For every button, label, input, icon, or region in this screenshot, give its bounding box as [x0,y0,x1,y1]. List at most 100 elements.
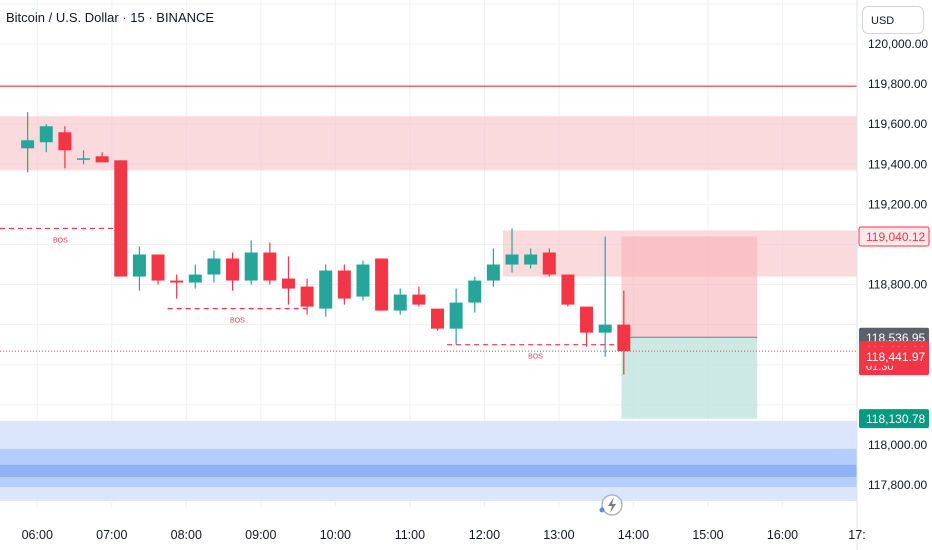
candle-body [244,252,258,281]
price-label-text: 118,130.78 [866,412,925,426]
candle[interactable] [598,236,612,357]
x-tick-label: 11:00 [395,528,425,542]
lightning-icon[interactable] [608,497,616,513]
y-tick-label: 119,400.00 [868,157,927,171]
candle-body [77,158,91,160]
candle-body [617,324,631,352]
candle-body [375,258,389,311]
candle[interactable] [319,264,333,317]
price-label: 118,441.97 [859,346,929,366]
position-target-zone[interactable] [621,337,758,419]
candle-body [505,254,519,265]
demand-zone-center [0,464,857,477]
zones [0,85,857,501]
symbol-title[interactable]: Bitcoin / U.S. Dollar · 15 · BINANCE [6,10,215,25]
x-tick-label: 16:00 [767,528,798,542]
y-tick-label: 120,000.00 [868,37,928,51]
annotations: BOS BOS BOS [0,227,624,361]
candle-body [300,286,314,307]
candle-body [58,132,72,151]
candle[interactable] [542,248,556,277]
candle[interactable] [58,126,72,169]
candle[interactable] [431,308,444,331]
candle[interactable] [151,254,165,285]
price-label-bg [859,409,929,429]
candle-body [207,258,221,275]
y-tick-label: 118,000.00 [868,438,927,452]
candle[interactable] [300,278,314,315]
candle[interactable] [95,152,109,163]
candle[interactable] [449,288,463,345]
candle[interactable] [468,276,482,313]
y-tick-label: 119,800.00 [868,77,927,91]
time-axis[interactable]: 06:00 07:00 08:00 09:00 10:00 11:00 12:00 13:00… [22,528,866,542]
candle-body [39,126,53,143]
candle-body [281,278,295,289]
price-label: 119,040.12 [858,226,930,247]
candle-body [132,254,146,277]
candle[interactable] [263,242,277,285]
bos-label: BOS [528,354,543,361]
candle[interactable] [188,264,202,289]
candle-body [337,270,351,299]
candle[interactable] [21,112,35,173]
candle-body [170,280,184,283]
candle-body [263,252,277,281]
candle-body [151,254,165,281]
candle[interactable] [375,258,389,311]
y-tick-label: 119,200.00 [868,197,927,211]
price-label: 118,130.78 [859,409,929,429]
price-label-text: 119,040.12 [866,230,925,244]
candle[interactable] [226,252,240,291]
candle-body [114,160,128,277]
position-stop-zone[interactable] [621,236,758,338]
x-tick-label: 06:00 [22,528,53,542]
x-tick-label: 15:00 [692,528,723,542]
candle-body [542,252,556,275]
candle-body [431,308,444,329]
supply-zone [0,116,857,171]
candle-body [412,294,426,305]
price-labels: 119,040.12118,536.95118,468.0601:30118,4… [858,226,930,429]
bos-label: BOS [53,237,68,244]
candle[interactable] [337,264,351,305]
x-tick-label: 07:00 [96,528,127,542]
candle[interactable] [244,240,258,285]
candle[interactable] [486,248,500,287]
candle-body [486,264,500,281]
bos-label: BOS [230,318,245,325]
candle[interactable] [39,124,53,153]
candle-body [580,306,594,333]
candle[interactable] [505,228,519,273]
candle-body [319,270,333,309]
candle[interactable] [132,246,146,291]
y-tick-label: 117,800.00 [868,478,927,492]
sparkle-icon [599,507,605,513]
candle[interactable] [114,160,128,277]
price-label-bg [859,346,929,366]
candle-body [524,254,538,265]
candle-body [95,156,109,163]
price-axis[interactable]: 120,000.00 119,800.00 119,600.00 119,400.00… [868,37,928,492]
candle[interactable] [580,306,594,347]
candle[interactable] [412,286,426,307]
candles[interactable] [21,112,631,375]
candle[interactable] [281,256,295,305]
price-label-bg [858,226,930,247]
y-tick-label: 118,800.00 [868,278,927,292]
x-tick-label: 14:00 [618,528,649,542]
x-tick-label: 13:00 [543,528,574,542]
candle[interactable] [561,274,575,307]
candle[interactable] [77,150,91,165]
replay-icon[interactable] [599,494,623,516]
candle[interactable] [170,274,184,299]
candle[interactable] [207,250,221,283]
candle[interactable] [356,260,370,301]
candle[interactable] [524,248,538,269]
x-tick-label: 12:00 [469,528,500,542]
currency-button[interactable]: USD [862,6,924,34]
candle-body [188,274,202,283]
price-label-text: 118,441.97 [866,350,925,364]
candle[interactable] [393,288,407,315]
